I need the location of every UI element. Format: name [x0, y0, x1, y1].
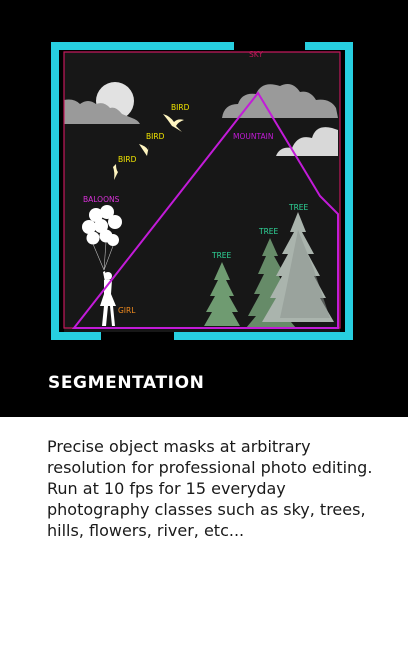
bird-label: BIRD	[171, 103, 190, 112]
bird-label: BIRD	[118, 155, 137, 164]
girl-icon	[100, 271, 116, 326]
cloud-left-icon	[64, 99, 140, 124]
girl-label: GIRL	[118, 306, 136, 315]
tree-label: TREE	[211, 251, 232, 260]
tree-small-icon	[204, 262, 240, 326]
bird-label: BIRD	[146, 132, 165, 141]
tree-label: TREE	[258, 227, 279, 236]
image-frame	[51, 42, 353, 340]
mountain-label: MOUNTAIN	[233, 132, 273, 141]
card-description: Precise object masks at arbitrary resolu…	[47, 437, 373, 540]
cloud-right-icon	[222, 84, 338, 118]
segmentation-illustration: SKY MOUNTAIN BIRD BIRD BIRD BALOONS GIRL…	[51, 42, 353, 340]
tree-large-overlay	[280, 230, 330, 318]
tree-label: TREE	[288, 203, 309, 212]
sky-label: SKY	[249, 50, 263, 59]
mountain-mask-outline	[71, 91, 339, 329]
bird-icon	[113, 114, 184, 180]
card-image-area: SKY MOUNTAIN BIRD BIRD BIRD BALOONS GIRL…	[0, 0, 408, 417]
balloon-strings	[92, 241, 114, 271]
balloons-icon	[82, 205, 122, 246]
sky-mask-outline	[63, 51, 341, 329]
card-title: SEGMENTATION	[48, 373, 205, 393]
balloons-label: BALOONS	[83, 195, 120, 204]
